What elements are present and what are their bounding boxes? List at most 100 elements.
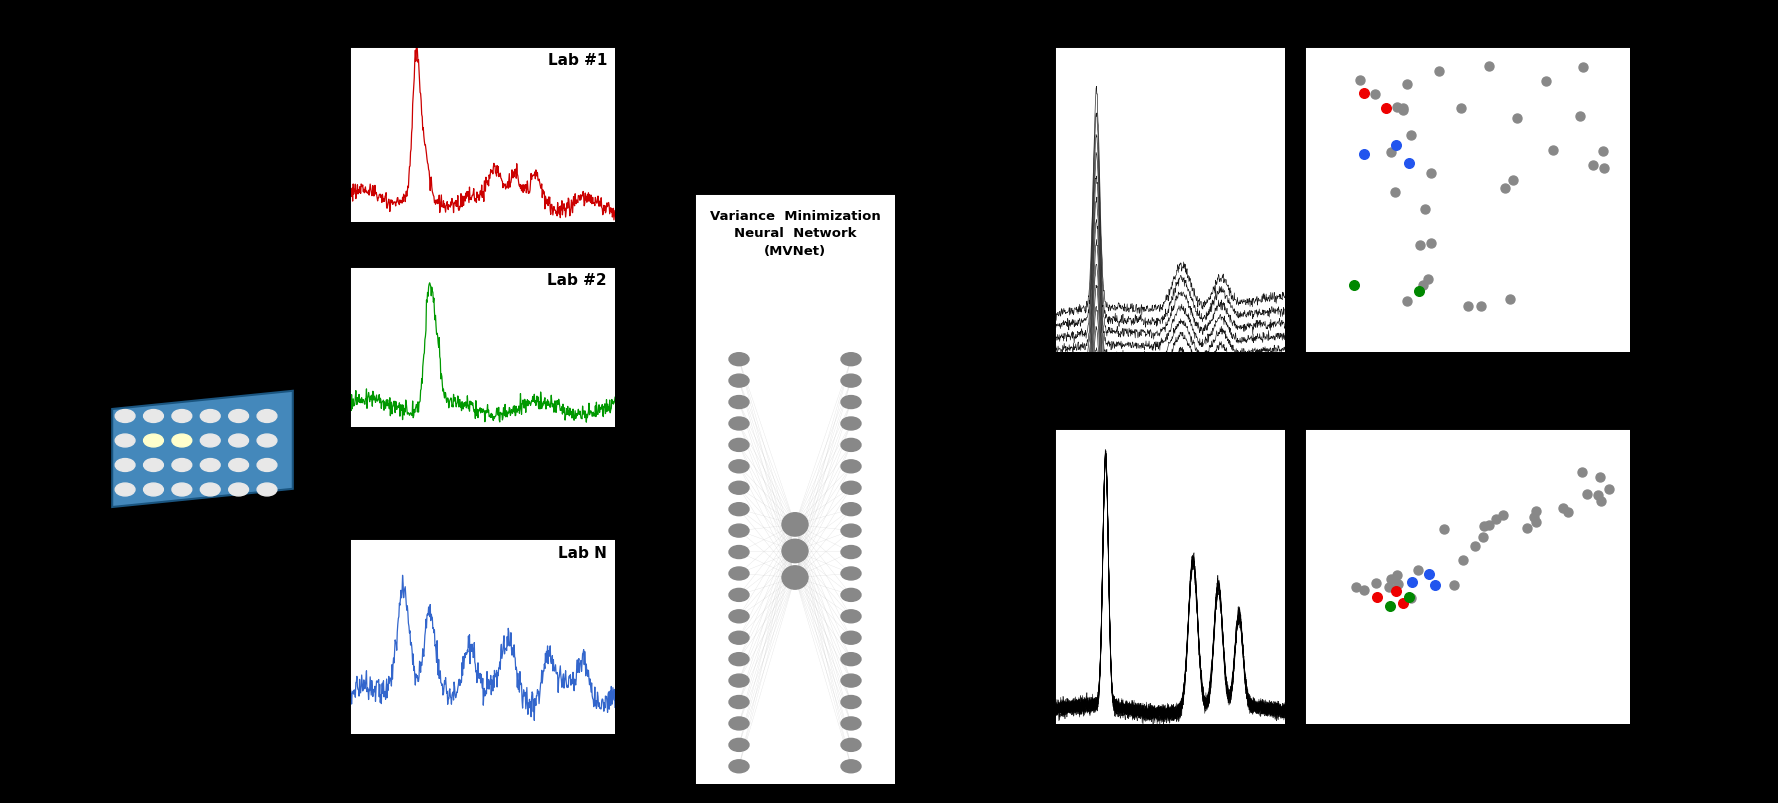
Point: [1383, 578, 1412, 591]
Point: [1374, 600, 1403, 613]
Point: [1383, 101, 1412, 114]
Point: [1374, 581, 1403, 593]
Ellipse shape: [729, 675, 749, 687]
Point: [1417, 238, 1446, 251]
Point: [1447, 102, 1476, 115]
Point: [1362, 577, 1390, 589]
Point: [1376, 146, 1405, 159]
Ellipse shape: [729, 610, 749, 623]
Point: [1350, 88, 1378, 100]
Point: [1410, 203, 1438, 216]
Point: [1382, 186, 1410, 199]
Point: [1405, 239, 1433, 252]
Ellipse shape: [729, 503, 749, 516]
Text: Lab #1: Lab #1: [548, 53, 606, 68]
Point: [1586, 471, 1614, 484]
Circle shape: [172, 483, 192, 496]
Point: [1421, 579, 1449, 592]
Point: [1568, 61, 1597, 74]
Circle shape: [116, 459, 135, 472]
Point: [1449, 554, 1478, 567]
Ellipse shape: [729, 546, 749, 559]
Ellipse shape: [729, 375, 749, 388]
Point: [1440, 578, 1469, 591]
Point: [1398, 130, 1426, 143]
Ellipse shape: [841, 460, 861, 473]
Circle shape: [229, 459, 249, 472]
Circle shape: [258, 410, 277, 423]
Ellipse shape: [729, 717, 749, 730]
Ellipse shape: [841, 567, 861, 581]
Point: [1495, 293, 1524, 306]
Circle shape: [172, 434, 192, 447]
Point: [1469, 531, 1497, 544]
Point: [1394, 591, 1422, 604]
Circle shape: [229, 483, 249, 496]
Ellipse shape: [729, 524, 749, 537]
Point: [1376, 573, 1405, 586]
Ellipse shape: [729, 631, 749, 645]
Point: [1392, 78, 1421, 91]
Ellipse shape: [841, 546, 861, 559]
Ellipse shape: [841, 717, 861, 730]
Circle shape: [229, 434, 249, 447]
Ellipse shape: [782, 540, 807, 563]
Circle shape: [144, 434, 164, 447]
Point: [1470, 520, 1499, 533]
Point: [1595, 483, 1623, 495]
Ellipse shape: [729, 589, 749, 601]
Point: [1394, 295, 1422, 308]
Point: [1398, 577, 1426, 589]
Point: [1522, 504, 1550, 517]
Point: [1346, 75, 1374, 88]
Point: [1350, 584, 1378, 597]
Ellipse shape: [841, 353, 861, 366]
Circle shape: [201, 410, 220, 423]
Point: [1483, 512, 1511, 525]
Circle shape: [116, 483, 135, 496]
Ellipse shape: [729, 460, 749, 473]
Point: [1538, 145, 1566, 157]
Point: [1339, 279, 1367, 292]
Text: Lab #2: Lab #2: [548, 272, 606, 287]
Point: [1408, 279, 1437, 292]
Point: [1490, 182, 1518, 195]
Ellipse shape: [729, 482, 749, 495]
Point: [1389, 597, 1417, 609]
Point: [1405, 285, 1433, 298]
Circle shape: [144, 410, 164, 423]
Ellipse shape: [782, 513, 807, 536]
Ellipse shape: [841, 418, 861, 430]
Circle shape: [172, 410, 192, 423]
Ellipse shape: [729, 653, 749, 666]
Point: [1586, 495, 1614, 507]
Point: [1474, 60, 1502, 73]
Circle shape: [144, 483, 164, 496]
Ellipse shape: [782, 566, 807, 589]
Point: [1342, 581, 1371, 593]
Point: [1424, 65, 1453, 78]
Point: [1382, 585, 1410, 598]
Circle shape: [116, 434, 135, 447]
Point: [1405, 565, 1433, 577]
Circle shape: [229, 410, 249, 423]
Point: [1554, 506, 1582, 519]
Point: [1520, 512, 1549, 524]
Point: [1579, 160, 1607, 173]
Point: [1414, 568, 1442, 581]
Point: [1360, 88, 1389, 101]
Circle shape: [258, 434, 277, 447]
Ellipse shape: [729, 567, 749, 581]
Point: [1499, 175, 1527, 188]
Ellipse shape: [841, 675, 861, 687]
Point: [1460, 540, 1488, 553]
Ellipse shape: [841, 396, 861, 409]
Ellipse shape: [729, 760, 749, 772]
Point: [1362, 591, 1390, 604]
Point: [1476, 519, 1504, 532]
Text: Lab N: Lab N: [558, 545, 606, 560]
Ellipse shape: [841, 375, 861, 388]
Point: [1488, 508, 1517, 521]
Ellipse shape: [841, 610, 861, 623]
Circle shape: [201, 434, 220, 447]
